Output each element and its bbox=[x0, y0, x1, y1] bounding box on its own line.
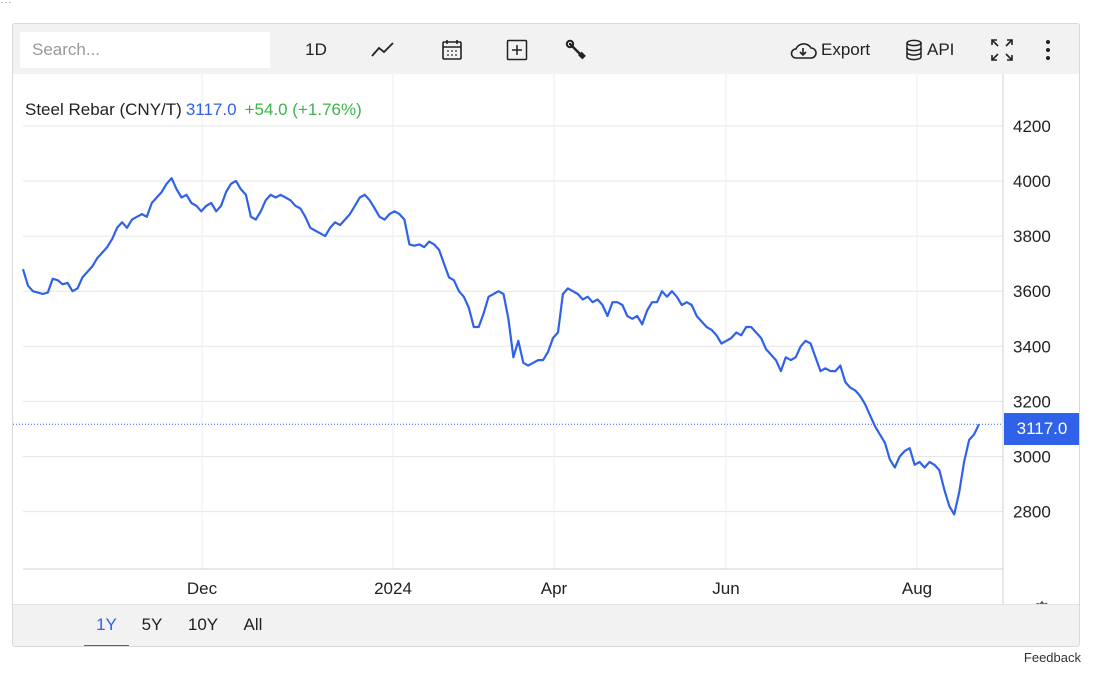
chart-toolbar: 1D bbox=[13, 24, 1079, 74]
range-button-10y[interactable]: 10Y bbox=[187, 615, 219, 634]
search-input[interactable] bbox=[20, 32, 270, 68]
y-tick-label: 4000 bbox=[1013, 172, 1051, 191]
wrench-icon bbox=[565, 39, 586, 60]
interval-label: 1D bbox=[305, 40, 327, 59]
range-selector: 1Y 5Y 10Y All bbox=[13, 604, 1079, 646]
plus-square-icon bbox=[506, 39, 528, 61]
x-tick-label: Aug bbox=[902, 579, 932, 598]
legend-last-value: 3117.0 bbox=[185, 100, 237, 119]
page-header-fragment: ... bbox=[0, 0, 12, 3]
expand-icon bbox=[991, 39, 1013, 61]
y-tick-label: 4200 bbox=[1013, 117, 1051, 136]
x-tick-label: Jun bbox=[712, 579, 739, 598]
chart-area: 4200 4000 3800 3600 3400 3200 3000 2800 Dec 2024 A… bbox=[13, 74, 1080, 621]
legend-series-name: Steel Rebar (CNY/T) bbox=[25, 100, 182, 119]
y-tick-label: 3800 bbox=[1013, 227, 1051, 246]
price-chart[interactable]: 4200 4000 3800 3600 3400 3200 3000 2800 Dec 2024 A… bbox=[13, 74, 1080, 604]
legend-change: +54.0 (+1.76%) bbox=[244, 100, 362, 119]
chart-legend: Steel Rebar (CNY/T) 3117.0 +54.0 (+1.76%) bbox=[25, 100, 362, 120]
chart-widget: 1D bbox=[12, 23, 1080, 647]
calendar-icon bbox=[442, 40, 462, 60]
export-label: Export bbox=[821, 40, 871, 59]
range-button-all[interactable]: All bbox=[243, 615, 263, 634]
cloud-download-icon bbox=[790, 43, 817, 59]
x-tick-label: 2024 bbox=[374, 579, 412, 598]
feedback-link[interactable]: Feedback bbox=[1023, 650, 1081, 665]
compare-button[interactable] bbox=[503, 34, 531, 66]
current-price-tag: 3117.0 bbox=[1004, 413, 1079, 445]
y-tick-label: 3400 bbox=[1013, 337, 1051, 356]
y-tick-label: 3200 bbox=[1013, 392, 1051, 411]
active-range-indicator bbox=[84, 645, 129, 646]
calendar-button[interactable] bbox=[438, 34, 466, 66]
x-tick-label: Apr bbox=[541, 579, 568, 598]
x-tick-label: Dec bbox=[187, 579, 218, 598]
database-icon bbox=[906, 39, 922, 61]
api-button[interactable]: API bbox=[905, 34, 954, 66]
more-options-button[interactable] bbox=[1039, 34, 1057, 66]
series-line-steel-rebar bbox=[21, 177, 980, 516]
y-tick-label: 2800 bbox=[1013, 503, 1051, 522]
api-label: API bbox=[927, 40, 955, 59]
y-tick-label: 3600 bbox=[1013, 282, 1051, 301]
vertical-dots-icon bbox=[1046, 40, 1050, 60]
range-button-1y[interactable]: 1Y bbox=[96, 615, 117, 634]
range-button-5y[interactable]: 5Y bbox=[141, 615, 163, 634]
y-tick-label: 3000 bbox=[1013, 448, 1051, 467]
interval-button[interactable]: 1D bbox=[301, 34, 331, 66]
fullscreen-button[interactable] bbox=[989, 34, 1015, 66]
export-button[interactable]: Export bbox=[789, 34, 870, 66]
line-chart-icon bbox=[371, 42, 394, 57]
chart-type-button[interactable] bbox=[368, 34, 398, 66]
settings-wrench-button[interactable] bbox=[563, 34, 589, 66]
